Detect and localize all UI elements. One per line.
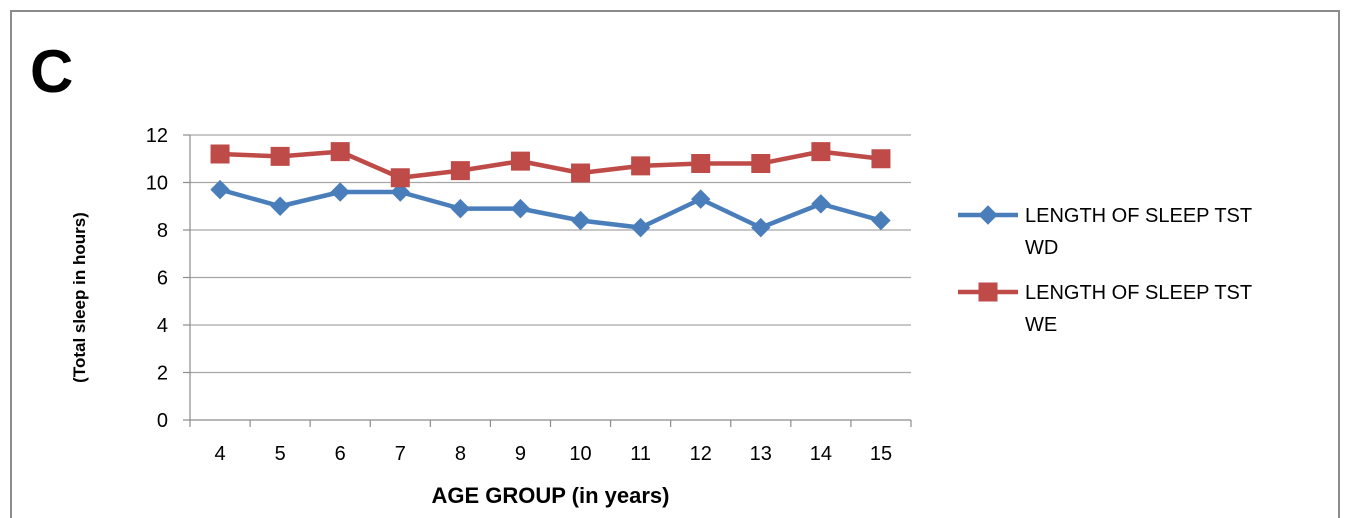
data-point (450, 198, 471, 219)
legend-label: LENGTH OF SLEEP TST (1025, 205, 1252, 227)
series (210, 142, 891, 238)
data-point (630, 217, 651, 238)
gridlines (190, 134, 911, 374)
y-tick-label: 8 (157, 220, 168, 242)
data-point (330, 182, 350, 202)
chart-frame (10, 10, 1340, 518)
x-tick-label: 9 (515, 443, 526, 465)
data-point (510, 198, 531, 219)
y-tick-label: 12 (146, 125, 168, 147)
x-tick-labels: 4 5 6 7 8 9 10 11 12 13 14 15 (189, 420, 912, 465)
y-tick-labels: 0 2 4 6 8 10 12 (146, 125, 190, 432)
data-point (751, 217, 771, 238)
data-point (390, 168, 410, 188)
x-axis-title: AGE GROUP (in years) (432, 483, 670, 508)
x-tick-label: 6 (335, 443, 346, 465)
legend-swatch-marker (978, 205, 998, 225)
data-point (270, 196, 290, 216)
x-tick-label: 7 (395, 443, 406, 465)
legend-item: LENGTH OF SLEEP TST WD (958, 205, 1252, 259)
series-0 (210, 179, 891, 238)
data-point (571, 163, 591, 183)
y-tick-label: 10 (146, 173, 168, 195)
data-point (210, 179, 230, 200)
legend-item: LENGTH OF SLEEP TST WE (958, 282, 1252, 336)
series-1 (210, 142, 891, 188)
x-tick-label: 10 (569, 443, 591, 465)
data-point (751, 154, 771, 173)
data-point (871, 210, 891, 231)
data-point (871, 149, 891, 169)
y-tick-label: 6 (157, 268, 168, 290)
x-tick-label: 8 (455, 443, 466, 465)
x-tick-label: 13 (750, 443, 772, 465)
y-tick-label: 0 (157, 410, 168, 432)
x-tick-label: 12 (690, 443, 712, 465)
x-tick-label: 15 (870, 443, 892, 465)
legend-swatch-marker (978, 282, 998, 302)
data-point (691, 189, 711, 209)
x-tick-label: 14 (810, 443, 832, 465)
series-line (219, 149, 882, 180)
data-point (210, 144, 230, 164)
x-tick-label: 5 (275, 443, 286, 465)
x-tick-label: 4 (214, 443, 225, 465)
data-point (390, 182, 410, 202)
x-tick-label: 11 (630, 443, 651, 465)
panel-label: C (30, 38, 74, 105)
y-axis-title: (Total sleep in hours) (70, 212, 89, 383)
data-point (450, 161, 470, 181)
y-tick-label: 2 (157, 363, 168, 385)
data-point (330, 142, 350, 162)
data-point (811, 194, 831, 214)
data-point (811, 142, 831, 162)
y-tick-label: 4 (157, 315, 168, 337)
legend-label: WE (1025, 314, 1057, 336)
series-line (219, 187, 882, 230)
data-point (510, 151, 530, 171)
data-point (270, 146, 290, 166)
data-point (691, 154, 711, 173)
legend-label: WD (1025, 237, 1058, 259)
data-point (631, 156, 651, 176)
data-point (570, 210, 591, 231)
legend-label: LENGTH OF SLEEP TST (1025, 282, 1252, 304)
